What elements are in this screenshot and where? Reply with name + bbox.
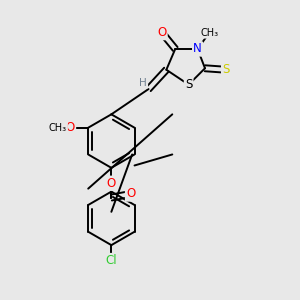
Text: S: S — [222, 63, 230, 76]
Text: O: O — [66, 121, 75, 134]
Text: S: S — [185, 78, 192, 91]
Text: O: O — [126, 188, 135, 200]
Text: O: O — [107, 177, 116, 190]
Text: H: H — [139, 77, 147, 88]
Text: CH₃: CH₃ — [49, 123, 67, 133]
Text: O: O — [157, 26, 167, 39]
Text: Cl: Cl — [106, 254, 117, 267]
Text: N: N — [193, 42, 202, 56]
Text: CH₃: CH₃ — [200, 28, 218, 38]
